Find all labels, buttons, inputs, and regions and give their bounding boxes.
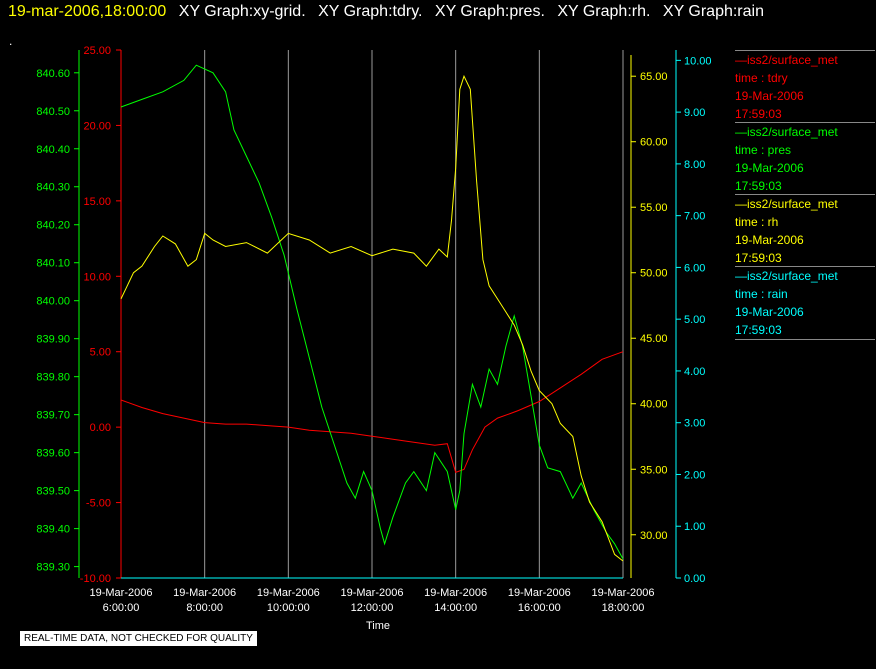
legend-separator bbox=[735, 266, 875, 267]
rh-tick-label: 60.00 bbox=[640, 137, 668, 149]
rain-tick-label: 9.00 bbox=[684, 107, 705, 119]
header-graph-tdry: XY Graph:tdry. bbox=[318, 3, 423, 20]
legend-time: 17:59:03 bbox=[735, 107, 782, 121]
rain-tick-label: 0.00 bbox=[684, 573, 705, 585]
tdry-tick-label: 20.00 bbox=[83, 120, 111, 132]
pres-tick-label: 839.50 bbox=[36, 486, 70, 498]
x-tick-label-date: 19-Mar-2006 bbox=[424, 587, 487, 599]
rh-tick-label: 45.00 bbox=[640, 333, 668, 345]
legend-source: iss2/surface_met bbox=[747, 197, 838, 211]
x-tick-label-date: 19-Mar-2006 bbox=[508, 587, 571, 599]
legend-separator bbox=[735, 50, 875, 51]
legend-source-line: —iss2/surface_met bbox=[735, 269, 838, 283]
x-axis-label: Time bbox=[366, 620, 390, 632]
rain-tick-label: 1.00 bbox=[684, 521, 705, 533]
x-tick-label-date: 19-Mar-2006 bbox=[173, 587, 236, 599]
x-tick-label-time: 6:00:00 bbox=[103, 602, 140, 614]
x-tick-label-time: 18:00:00 bbox=[602, 602, 645, 614]
legend-source-line: —iss2/surface_met bbox=[735, 125, 838, 139]
pres-tick-label: 840.10 bbox=[36, 258, 70, 270]
rain-tick-label: 6.00 bbox=[684, 262, 705, 274]
legend-separator bbox=[735, 122, 875, 123]
rh-tick-label: 30.00 bbox=[640, 530, 668, 542]
tdry-tick-label: 15.00 bbox=[83, 196, 111, 208]
tdry-tick-label: 25.00 bbox=[83, 45, 111, 57]
legend-time: 17:59:03 bbox=[735, 251, 782, 265]
legend-entry-pres: —iss2/surface_met time : pres 19-Mar-200… bbox=[735, 122, 875, 195]
legend-param: time : tdry bbox=[735, 71, 788, 85]
header-graph-rh: XY Graph:rh. bbox=[557, 3, 651, 20]
x-tick-label-time: 14:00:00 bbox=[434, 602, 477, 614]
rh-tick-label: 50.00 bbox=[640, 268, 668, 280]
pres-tick-label: 839.60 bbox=[36, 448, 70, 460]
header-dot: . bbox=[9, 34, 13, 48]
rain-tick-label: 10.00 bbox=[684, 55, 712, 67]
x-tick-label-date: 19-Mar-2006 bbox=[90, 587, 153, 599]
header-datetime: 19-mar-2006,18:00:00 bbox=[8, 3, 167, 20]
header-graph-xy-grid: XY Graph:xy-grid. bbox=[178, 3, 306, 20]
pres-tick-label: 839.30 bbox=[36, 562, 70, 574]
rain-tick-label: 7.00 bbox=[684, 211, 705, 223]
pres-tick-label: 840.50 bbox=[36, 106, 70, 118]
legend-date: 19-Mar-2006 bbox=[735, 161, 804, 175]
legend-param: time : rh bbox=[735, 215, 779, 229]
chart-header: 19-mar-2006,18:00:00 XY Graph:xy-grid. X… bbox=[8, 3, 764, 21]
legend-entry-rain: —iss2/surface_met time : rain 19-Mar-200… bbox=[735, 266, 875, 340]
rain-tick-label: 8.00 bbox=[684, 159, 705, 171]
x-tick-label-date: 19-Mar-2006 bbox=[257, 587, 320, 599]
pres-tick-label: 839.80 bbox=[36, 372, 70, 384]
legend-date: 19-Mar-2006 bbox=[735, 89, 804, 103]
tdry-tick-label: -10.00 bbox=[80, 573, 111, 585]
header-graph-rain: XY Graph:rain bbox=[662, 3, 764, 20]
pres-tick-label: 840.60 bbox=[36, 68, 70, 80]
tdry-tick-label: 0.00 bbox=[90, 422, 111, 434]
tdry-tick-label: 10.00 bbox=[83, 271, 111, 283]
rain-tick-label: 4.00 bbox=[684, 366, 705, 378]
tdry-series-line bbox=[120, 351, 624, 474]
rain-tick-label: 3.00 bbox=[684, 418, 705, 430]
x-tick-label-time: 12:00:00 bbox=[351, 602, 394, 614]
pres-tick-label: 840.30 bbox=[36, 182, 70, 194]
legend-separator bbox=[735, 194, 875, 195]
legend-source: iss2/surface_met bbox=[747, 53, 838, 67]
tdry-tick-label: -5.00 bbox=[86, 498, 111, 510]
legend-time: 17:59:03 bbox=[735, 323, 782, 337]
legend-separator bbox=[735, 339, 875, 340]
legend-param: time : pres bbox=[735, 143, 792, 157]
legend-entry-rh: —iss2/surface_met time : rh 19-Mar-2006 … bbox=[735, 194, 875, 267]
legend-param: time : rain bbox=[735, 287, 788, 301]
header-graph-pres: XY Graph:pres. bbox=[434, 3, 545, 20]
x-tick-label-time: 8:00:00 bbox=[186, 602, 223, 614]
pres-tick-label: 840.40 bbox=[36, 144, 70, 156]
rain-tick-label: 5.00 bbox=[684, 314, 705, 326]
x-tick-label-time: 10:00:00 bbox=[267, 602, 310, 614]
x-tick-label-date: 19-Mar-2006 bbox=[592, 587, 655, 599]
x-tick-label-time: 16:00:00 bbox=[518, 602, 561, 614]
pres-tick-label: 839.40 bbox=[36, 524, 70, 536]
legend-time: 17:59:03 bbox=[735, 179, 782, 193]
rh-tick-label: 40.00 bbox=[640, 399, 668, 411]
legend-date: 19-Mar-2006 bbox=[735, 305, 804, 319]
rh-tick-label: 55.00 bbox=[640, 202, 668, 214]
legend-source: iss2/surface_met bbox=[747, 125, 838, 139]
legend-source: iss2/surface_met bbox=[747, 269, 838, 283]
rh-tick-label: 65.00 bbox=[640, 71, 668, 83]
quality-notice: REAL-TIME DATA, NOT CHECKED FOR QUALITY bbox=[20, 631, 257, 646]
x-tick-label-date: 19-Mar-2006 bbox=[341, 587, 404, 599]
legend-entry-tdry: —iss2/surface_met time : tdry 19-Mar-200… bbox=[735, 50, 875, 123]
legend-source-line: —iss2/surface_met bbox=[735, 53, 838, 67]
legend-date: 19-Mar-2006 bbox=[735, 233, 804, 247]
pres-tick-label: 840.00 bbox=[36, 296, 70, 308]
rh-series-line bbox=[120, 74, 624, 562]
pres-tick-label: 839.70 bbox=[36, 410, 70, 422]
rain-tick-label: 2.00 bbox=[684, 469, 705, 481]
pres-series-line bbox=[120, 64, 624, 560]
pres-tick-label: 840.20 bbox=[36, 220, 70, 232]
rh-tick-label: 35.00 bbox=[640, 464, 668, 476]
pres-tick-label: 839.90 bbox=[36, 334, 70, 346]
tdry-tick-label: 5.00 bbox=[90, 347, 111, 359]
legend-source-line: —iss2/surface_met bbox=[735, 197, 838, 211]
